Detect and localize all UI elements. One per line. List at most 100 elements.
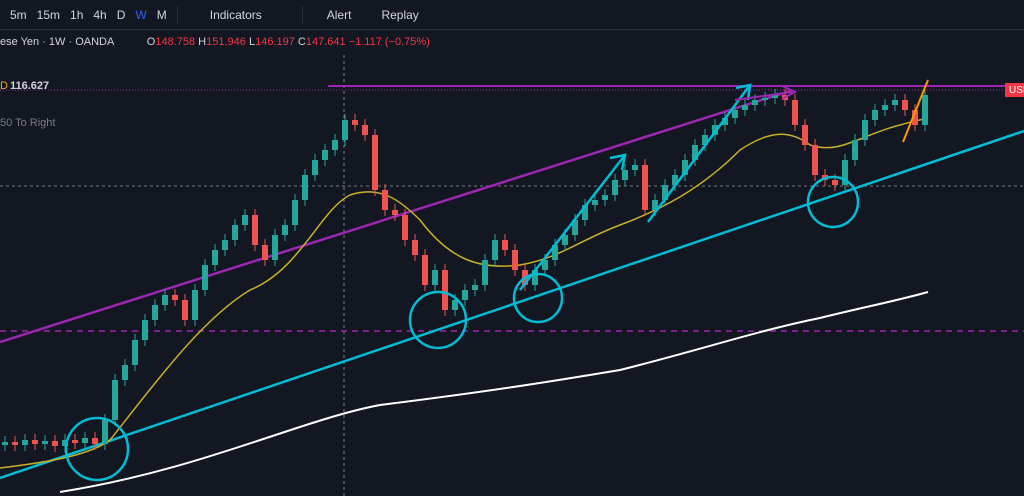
annotations [64,83,860,482]
candles [2,89,928,452]
candle-body [182,300,188,320]
candle-body [122,365,128,380]
candle-body [402,215,408,240]
ma-slow [59,291,929,493]
indicator-prefix: D [0,80,8,92]
candle-body [762,98,768,100]
candle-body [212,250,218,265]
candle-body [72,440,78,443]
ohlc-label: L [248,36,256,48]
candle-body [162,295,168,305]
candle-body [252,215,258,245]
candle-body [722,118,728,125]
candle-body [142,320,148,340]
candle-body [602,195,608,200]
circle-mark [64,416,130,482]
alert-button[interactable]: Alert [326,7,352,22]
candle-body [842,160,848,185]
interval[interactable]: 1h [70,7,84,22]
symbol[interactable]: ese Yen · 1W · OANDA [0,36,114,48]
candle-body [392,210,398,215]
candle-body [2,442,8,445]
toolbar: 5m 15m 1h 4h D W M Indicators Alert Repl… [0,0,1024,30]
candle-body [352,120,358,125]
candle-body [82,438,88,443]
candle-body [112,380,118,420]
price-tag: USD [1009,85,1024,96]
candle-body [282,225,288,235]
ohlc-label: C [297,36,306,48]
candle-body [62,440,68,446]
indicators-button[interactable]: Indicators [209,7,262,22]
candle-body [372,135,378,190]
candle-body [502,240,508,250]
candle-body [592,200,598,205]
candle-body [552,245,558,260]
candle-body [52,441,58,446]
candle-body [632,165,638,170]
candle-body [412,240,418,255]
price-tag-bg [1005,83,1024,97]
legend: ese Yen · 1W · OANDA O148.758 H151.946 L… [0,36,430,48]
indicator-label: 50 To Right [0,117,55,129]
candle-body [752,100,758,105]
candle-body [342,120,348,140]
interval[interactable]: 5m [10,7,27,22]
candle-body [22,440,28,445]
candle-body [222,240,228,250]
interval[interactable]: 4h [93,7,107,22]
candle-body [542,260,548,270]
candle-body [42,441,48,444]
interval[interactable]: 15m [36,7,61,22]
candle-body [272,235,278,260]
candle-body [422,255,428,285]
circle-mark [806,175,860,229]
ohlc-label: H [198,36,207,48]
candle-body [232,225,238,240]
candle-body [562,235,568,245]
candle-body [792,100,798,125]
arrow [519,153,627,291]
candle-body [812,145,818,175]
support-line [0,129,1024,480]
candle-body [452,300,458,310]
candle-body [692,145,698,160]
candle-body [742,105,748,110]
candle-body [482,260,488,285]
ohlc-value: 151.946 [206,36,246,48]
candle-body [442,270,448,310]
candle-body [472,285,478,290]
change: −1.117 (−0.75%) [348,36,430,48]
candle-body [662,185,668,200]
candle-body [852,140,858,160]
candle-body [862,120,868,140]
candle-body [612,180,618,195]
circle-mark [408,290,468,350]
arrow [734,85,798,101]
interval[interactable]: D [116,7,126,22]
interval[interactable]: W [135,7,147,22]
candle-body [152,305,158,320]
indicator-value: 116.627 [10,80,49,92]
candle-body [532,270,538,285]
separator [176,5,178,24]
candle-body [382,190,388,210]
arrow [646,83,752,223]
candle-body [312,160,318,175]
candle-body [32,440,38,444]
candle-body [802,125,808,145]
candle-body [922,95,928,125]
replay-button[interactable]: Replay [381,7,419,22]
candle-body [462,290,468,300]
candle-body [582,205,588,220]
candle-body [132,340,138,365]
candle-body [102,420,108,444]
interval[interactable]: M [156,7,167,22]
candle-body [492,240,498,260]
candle-body [622,170,628,180]
candle-body [672,175,678,185]
candle-body [872,110,878,120]
candle-body [732,110,738,118]
candle-body [12,442,18,445]
